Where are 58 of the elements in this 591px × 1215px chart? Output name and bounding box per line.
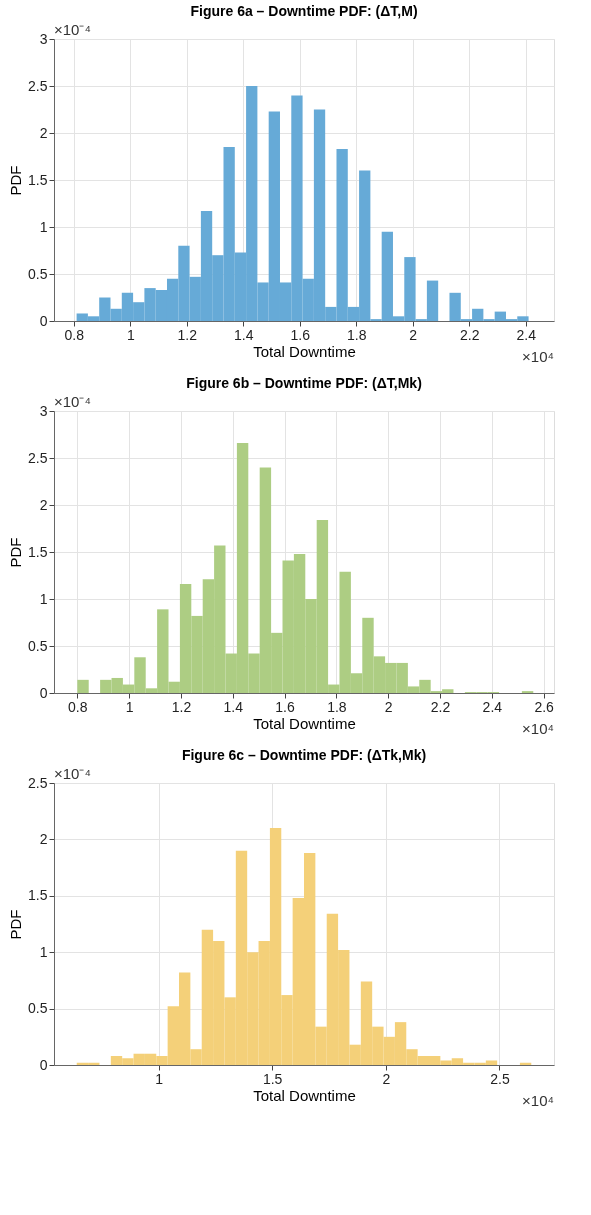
x-tick-label: 2.6 bbox=[534, 698, 555, 715]
y-tick-label: 2.5 bbox=[28, 449, 48, 466]
x-tick-label: 1.5 bbox=[262, 1070, 283, 1087]
y-tick-label: 1.5 bbox=[28, 543, 48, 560]
y-tick-label: 0.5 bbox=[28, 265, 48, 282]
y-tick-label: 0 bbox=[39, 312, 48, 329]
y-tick-label: 3 bbox=[39, 30, 48, 47]
y-tick-label: 2 bbox=[39, 830, 48, 847]
x-tick-label: 0.8 bbox=[64, 326, 85, 343]
y-tick-label: 2.5 bbox=[28, 77, 48, 94]
y-tick-label: 1 bbox=[39, 590, 48, 607]
x-tick-label: 0.8 bbox=[68, 698, 88, 715]
y-tick-label: 1.5 bbox=[28, 887, 48, 904]
y-tick-label: 2.5 bbox=[28, 774, 48, 791]
x-tick-label: 1.6 bbox=[275, 698, 296, 715]
y-tick-label: 0.5 bbox=[28, 637, 48, 654]
x-tick-label: 2.4 bbox=[482, 698, 503, 715]
x-tick-label: 1.2 bbox=[171, 698, 192, 715]
y-tick-label: 2 bbox=[39, 496, 48, 513]
x-tick-label: 1.8 bbox=[327, 698, 347, 715]
x-tick-label: 1 bbox=[125, 698, 134, 715]
x-tick-label: 1.4 bbox=[234, 326, 254, 343]
text: ×10⁴ bbox=[522, 348, 554, 365]
x-axis-title: Total Downtime bbox=[253, 1086, 356, 1104]
x-tick-label: 2 bbox=[409, 326, 418, 343]
text: ×10⁻⁴ bbox=[54, 393, 91, 410]
x-tick-label: 2 bbox=[384, 698, 393, 715]
x-tick-label: 2.2 bbox=[430, 698, 451, 715]
y-tick-label: 0.5 bbox=[28, 1000, 48, 1017]
y-tick-label: 1 bbox=[39, 218, 48, 235]
x-tick-label: 1 bbox=[155, 1070, 164, 1087]
text: ×10⁻⁴ bbox=[54, 21, 91, 38]
x-tick-label: 1.2 bbox=[177, 326, 198, 343]
y-tick-label: 3 bbox=[39, 402, 48, 419]
x-tick-label: 2.2 bbox=[460, 326, 480, 343]
x-tick-label: 2.5 bbox=[490, 1070, 510, 1087]
x-tick-label: 1.6 bbox=[290, 326, 311, 343]
y-axis-title: PDF bbox=[7, 909, 25, 940]
x-tick-label: 1 bbox=[126, 326, 135, 343]
x-tick-label: 1.4 bbox=[223, 698, 244, 715]
x-axis-title: Total Downtime bbox=[253, 714, 356, 732]
x-axis-title: Total Downtime bbox=[253, 342, 356, 360]
x-tick-label: 1.8 bbox=[347, 326, 367, 343]
x-tick-label: 2.4 bbox=[516, 326, 537, 343]
text: ×10⁴ bbox=[522, 720, 554, 737]
y-axis-title: PDF bbox=[7, 537, 25, 568]
chart-title: Figure 6c – Downtime PDF: (ΔTk,Mk) bbox=[181, 747, 427, 763]
y-tick-label: 2 bbox=[39, 124, 48, 141]
y-tick-label: 1 bbox=[39, 943, 48, 960]
chart-title: Figure 6b – Downtime PDF: (ΔT,Mk) bbox=[186, 375, 422, 391]
y-axis-title: PDF bbox=[7, 165, 25, 196]
y-tick-label: 0 bbox=[39, 684, 48, 701]
text: ×10⁻⁴ bbox=[54, 765, 91, 782]
y-tick-label: 0 bbox=[39, 1056, 48, 1073]
y-tick-label: 1.5 bbox=[28, 171, 48, 188]
x-tick-label: 2 bbox=[382, 1070, 391, 1087]
chart-title: Figure 6a – Downtime PDF: (ΔT,M) bbox=[190, 3, 418, 19]
text: ×10⁴ bbox=[522, 1092, 554, 1109]
